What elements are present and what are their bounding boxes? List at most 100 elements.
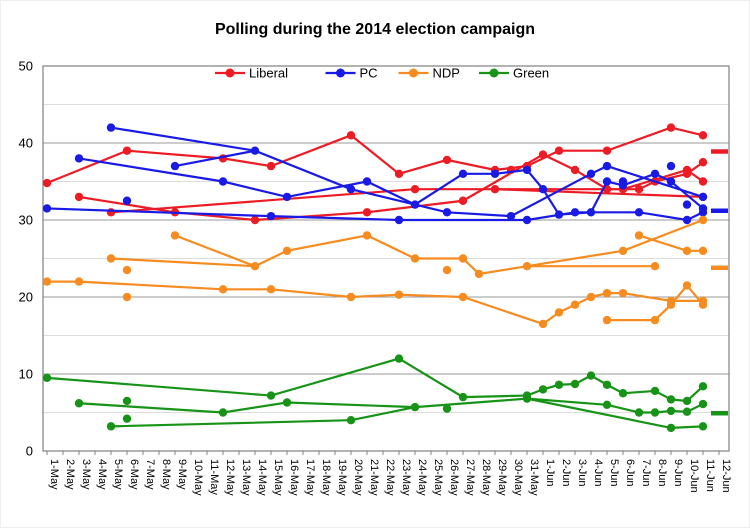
legend: Liberal PC NDP Green: [215, 66, 549, 81]
y-tick-label: 10: [19, 367, 33, 382]
data-point-pc: [602, 177, 612, 186]
y-tick-label: 40: [19, 136, 33, 151]
x-tick-label: 11-Jun: [704, 459, 716, 492]
data-point-green: [698, 382, 708, 391]
data-point-ndp: [618, 288, 628, 298]
data-point-green: [666, 423, 676, 433]
plot-border: [42, 65, 730, 452]
data-point-ndp: [442, 265, 452, 275]
x-tick-label: 23-May: [400, 459, 412, 496]
data-point-liberal: [106, 208, 116, 217]
data-point-ndp: [602, 315, 612, 325]
series-liberal: [42, 123, 728, 225]
data-point-pc: [586, 169, 596, 178]
data-point-green: [698, 422, 708, 431]
x-tick-label: 6-Jun: [624, 459, 636, 487]
data-point-green: [442, 404, 452, 413]
x-tick-label: 27-May: [464, 459, 476, 496]
data-point-liberal: [602, 146, 612, 155]
x-tick-label: 20-May: [352, 459, 364, 496]
x-tick-label: 3-Jun: [576, 459, 588, 487]
x-tick-label: 22-May: [384, 459, 396, 496]
data-point-pc: [410, 200, 420, 209]
data-point-liberal: [554, 146, 564, 155]
data-point-pc: [682, 215, 692, 225]
data-point-pc: [618, 181, 628, 190]
data-point-green: [282, 398, 292, 407]
data-point-ndp: [586, 292, 596, 302]
data-point-liberal: [682, 169, 692, 178]
data-point-pc: [602, 161, 612, 171]
data-point-pc: [346, 185, 356, 194]
legend-label-ndp: NDP: [433, 66, 460, 81]
data-point-liberal: [458, 196, 468, 205]
data-point-green: [586, 371, 596, 380]
x-tick-label: 24-May: [416, 459, 428, 496]
data-point-ndp: [554, 308, 564, 317]
x-tick-label: 5-May: [112, 459, 124, 490]
data-point-ndp: [634, 231, 644, 240]
data-point-pc: [586, 208, 596, 217]
data-point-pc: [106, 123, 116, 132]
x-tick-label: 12-May: [224, 459, 236, 496]
data-point-ndp: [602, 288, 612, 298]
data-point-liberal: [346, 131, 356, 140]
y-tick-label: 30: [19, 213, 33, 228]
data-point-green: [346, 416, 356, 425]
x-tick-label: 26-May: [448, 459, 460, 496]
data-point-pc: [554, 210, 564, 219]
data-point-pc: [170, 161, 180, 171]
legend-marker-pc: [336, 68, 345, 78]
data-point-ndp: [650, 315, 660, 325]
data-point-green: [650, 408, 660, 417]
data-point-liberal: [250, 215, 260, 225]
data-point-pc: [522, 165, 532, 175]
data-point-ndp: [282, 246, 292, 255]
data-point-liberal: [266, 161, 276, 171]
legend-label-liberal: Liberal: [249, 66, 288, 81]
data-point-ndp: [474, 269, 484, 279]
x-tick-label: 7-Jun: [640, 459, 652, 487]
data-point-ndp: [218, 285, 228, 294]
x-tick-label: 8-May: [160, 459, 172, 490]
legend-marker-ndp: [409, 68, 418, 78]
x-tick-label: 8-Jun: [656, 459, 668, 487]
data-point-green: [554, 380, 564, 389]
data-point-liberal: [122, 146, 132, 155]
data-point-pc: [490, 169, 500, 178]
data-point-green: [106, 422, 116, 431]
data-point-green: [410, 402, 420, 412]
x-tick-label: 15-May: [272, 459, 284, 496]
legend-marker-liberal: [225, 68, 235, 78]
x-tick-label: 6-May: [128, 459, 140, 490]
data-point-pc: [362, 177, 372, 186]
data-point-pc: [250, 146, 260, 155]
data-point-liberal: [42, 178, 52, 188]
data-point-pc: [570, 208, 580, 217]
x-axis-labels: 1-May 2-May 3-May 4-May 5-May 6-May 7-May 8-May…: [46, 451, 732, 496]
data-point-green: [666, 406, 676, 416]
data-point-ndp: [538, 319, 548, 329]
y-tick-label: 0: [26, 444, 33, 459]
x-tick-label: 30-May: [512, 459, 524, 496]
data-point-ndp: [42, 277, 52, 286]
x-tick-label: 3-May: [80, 459, 92, 490]
data-point-green: [42, 373, 52, 383]
data-point-ndp: [458, 292, 468, 302]
data-point-ndp: [362, 231, 372, 240]
data-point-pc: [538, 185, 548, 194]
x-tick-label: 25-May: [432, 459, 444, 496]
data-point-ndp: [618, 246, 628, 255]
data-point-green: [698, 399, 708, 409]
data-point-ndp: [458, 254, 468, 263]
legend-label-pc: PC: [360, 66, 378, 81]
x-tick-label: 31-May: [528, 459, 540, 496]
x-tick-label: 12-Jun: [720, 459, 732, 493]
data-point-green: [266, 391, 276, 400]
x-tick-label: 1-May: [48, 459, 60, 490]
series-pc: [42, 123, 728, 225]
data-point-pc: [218, 177, 228, 186]
data-point-pc: [506, 211, 516, 221]
